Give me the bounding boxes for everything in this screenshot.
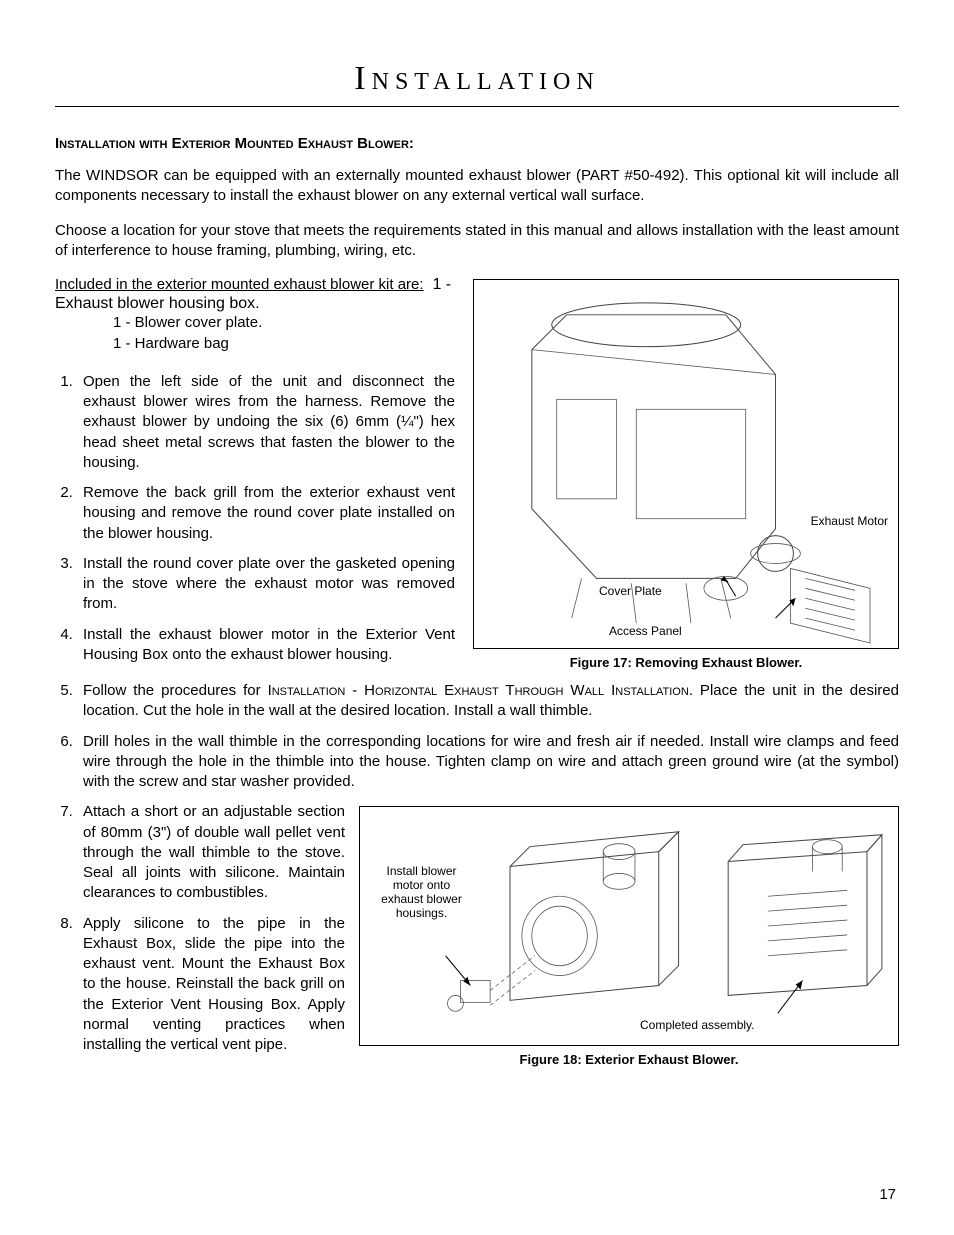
label-completed-assembly: Completed assembly.	[640, 1019, 755, 1033]
stove-diagram-icon	[474, 280, 898, 648]
page-title: Installation	[55, 60, 899, 107]
steps-list-left: Open the left side of the unit and disco…	[77, 372, 455, 665]
intro-para-2: Choose a location for your stove that me…	[55, 221, 899, 262]
steps-list-wrap: Attach a short or an adjustable section …	[77, 802, 357, 1055]
list-item: Apply silicone to the pipe in the Exhaus…	[77, 914, 357, 1056]
figure-18-box: Install blower motor onto exhaust blower…	[359, 806, 899, 1046]
kit-item-list: 1 - Blower cover plate. 1 - Hardware bag	[113, 313, 455, 354]
page-number: 17	[879, 1186, 896, 1203]
list-item: Install the round cover plate over the g…	[77, 554, 455, 615]
label-install-blower: Install blower motor onto exhaust blower…	[374, 865, 469, 920]
section-heading: Installation with Exterior Mounted Exhau…	[55, 135, 899, 152]
list-item: Install the exhaust blower motor in the …	[77, 625, 455, 666]
list-item: 1 - Blower cover plate.	[113, 313, 455, 333]
label-cover-plate: Cover Plate	[599, 585, 662, 599]
list-item: Remove the back grill from the exterior …	[77, 483, 455, 544]
exterior-blower-diagram-icon	[360, 807, 898, 1045]
kit-intro: Included in the exterior mounted exhaust…	[55, 275, 455, 313]
figure-17-caption: Figure 17: Removing Exhaust Blower.	[473, 655, 899, 670]
list-item: Attach a short or an adjustable section …	[77, 802, 357, 903]
label-exhaust-motor: Exhaust Motor	[811, 515, 888, 529]
list-item: Follow the procedures for Installation -…	[77, 681, 899, 722]
list-item: Drill holes in the wall thimble in the c…	[77, 732, 899, 793]
figure-18-caption: Figure 18: Exterior Exhaust Blower.	[359, 1052, 899, 1067]
label-access-panel: Access Panel	[609, 625, 682, 639]
steps-list-full: Follow the procedures for Installation -…	[77, 681, 899, 792]
list-item: Open the left side of the unit and disco…	[77, 372, 455, 473]
list-item: 1 - Hardware bag	[113, 334, 455, 354]
figure-17-box: Exhaust Motor Cover Plate Access Panel	[473, 279, 899, 649]
intro-para-1: The WINDSOR can be equipped with an exte…	[55, 166, 899, 207]
